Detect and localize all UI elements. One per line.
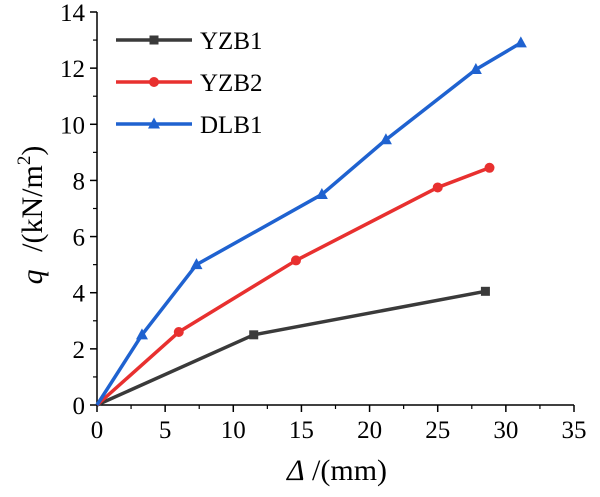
series-line-yzb1 <box>96 289 486 407</box>
data-point-dlb1 <box>190 258 203 270</box>
data-point-dlb1 <box>469 63 482 75</box>
data-point-dlb1 <box>135 328 148 340</box>
legend: YZB1 YZB2 DLB1 <box>116 28 263 139</box>
legend-item-yzb2: YZB2 <box>116 70 263 97</box>
x-axis-unit: /(mm) <box>312 454 387 487</box>
x-axis-title: Δ /(mm) <box>286 454 387 487</box>
y-tick-label: 14 <box>60 0 86 27</box>
legend-marker-dlb1 <box>148 117 160 129</box>
y-tick-label: 2 <box>73 337 86 364</box>
series-line-dlb1 <box>95 41 522 406</box>
legend-item-dlb1: DLB1 <box>116 112 263 139</box>
legend-label-dlb1: DLB1 <box>200 112 263 139</box>
series-dlb1 <box>95 36 527 406</box>
tick-labels: 0 5 10 15 20 25 30 35 0 2 4 6 8 10 12 14 <box>60 0 587 444</box>
legend-label-yzb1: YZB1 <box>200 28 263 55</box>
data-point-dlb1 <box>514 36 527 48</box>
legend-marker-yzb1 <box>149 35 159 45</box>
x-tick-label: 10 <box>221 417 246 444</box>
axes <box>96 12 574 406</box>
series-yzb1 <box>96 286 490 407</box>
x-tick-label: 0 <box>91 417 104 444</box>
data-point-yzb2 <box>432 182 443 193</box>
x-axis-symbol: Δ <box>286 454 305 487</box>
series-layer <box>95 36 527 407</box>
x-tick-label: 20 <box>357 417 382 444</box>
data-point-yzb1 <box>480 286 490 296</box>
y-axis-unit-exponent: 2 <box>14 156 35 166</box>
x-tick-label: 30 <box>493 417 518 444</box>
data-point-yzb2 <box>484 162 495 173</box>
x-tick-label: 5 <box>159 417 172 444</box>
y-axis-unit-prefix: /(kN/m <box>16 165 49 252</box>
y-tick-label: 10 <box>60 112 85 139</box>
series-yzb2 <box>95 162 495 407</box>
y-tick-label: 8 <box>73 168 86 195</box>
series-line-yzb2 <box>95 166 491 407</box>
legend-label-yzb2: YZB2 <box>200 70 263 97</box>
data-point-dlb1 <box>379 133 392 145</box>
data-point-dlb1 <box>315 187 328 199</box>
data-point-yzb1 <box>249 330 259 340</box>
y-tick-label: 12 <box>60 56 85 83</box>
x-tick-label: 35 <box>562 417 587 444</box>
y-tick-label: 0 <box>73 393 86 420</box>
data-point-yzb2 <box>173 327 184 338</box>
x-tick-label: 25 <box>425 417 450 444</box>
y-axis-title: q /(kN/m2) <box>14 146 49 285</box>
tick-marks <box>90 11 575 412</box>
y-tick-label: 4 <box>73 281 86 308</box>
legend-item-yzb1: YZB1 <box>116 28 263 55</box>
x-tick-label: 15 <box>289 417 314 444</box>
legend-marker-yzb2 <box>149 77 159 87</box>
y-tick-label: 6 <box>73 225 86 252</box>
data-point-yzb2 <box>290 255 301 266</box>
y-axis-unit-suffix: ) <box>16 146 49 156</box>
y-axis-symbol: q <box>16 269 49 284</box>
